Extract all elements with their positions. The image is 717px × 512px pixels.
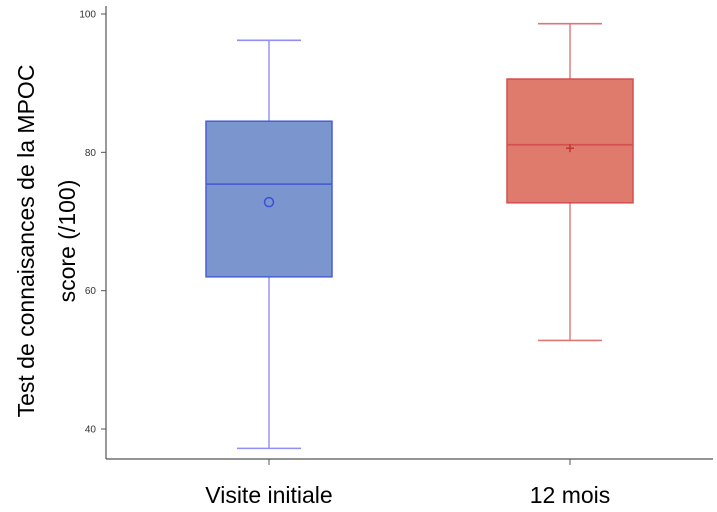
y-tick-label: 100	[79, 10, 96, 21]
x-tick-label: Visite initiale	[205, 482, 332, 508]
iqr-box	[506, 78, 634, 204]
boxes	[205, 22, 634, 450]
mean-marker	[263, 196, 275, 208]
y-tick-label: 40	[85, 425, 97, 436]
x-tick-label: 12 mois	[530, 482, 611, 508]
box-group	[205, 39, 333, 450]
box-group	[506, 22, 634, 342]
iqr-box	[205, 120, 333, 278]
y-axis-label-line1: Test de connaisances de la MPOC	[13, 65, 39, 418]
y-tick-label: 80	[85, 148, 97, 159]
y-tick-label: 60	[85, 286, 97, 297]
axes: 40 60 80 100 Visite initiale 12 mois	[79, 6, 713, 508]
axis-labels: Test de connaisances de la MPOC score (/…	[13, 65, 80, 418]
y-axis-label-line2: score (/100)	[54, 180, 80, 303]
